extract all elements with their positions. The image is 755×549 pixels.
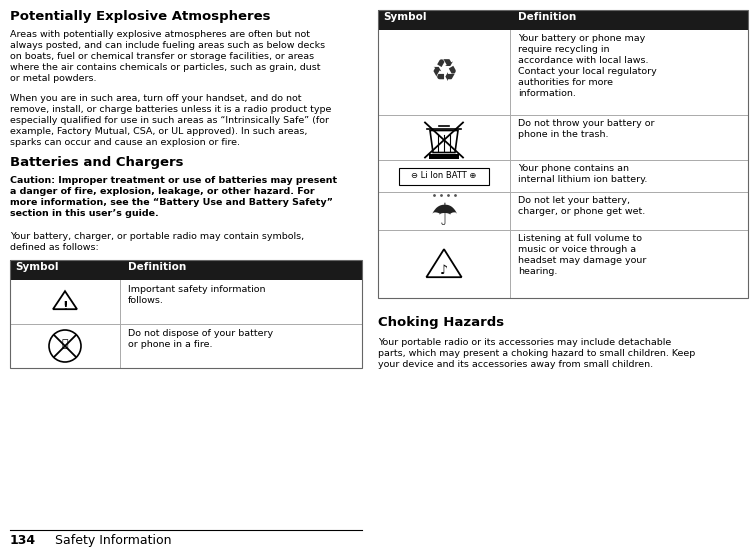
Bar bbox=[10, 260, 362, 280]
Bar bbox=[429, 154, 459, 159]
Bar bbox=[378, 10, 748, 298]
Text: 134: 134 bbox=[10, 534, 36, 547]
Text: 🔥: 🔥 bbox=[62, 339, 68, 349]
Bar bbox=[399, 167, 489, 184]
Text: Important safety information
follows.: Important safety information follows. bbox=[128, 285, 266, 305]
Text: Choking Hazards: Choking Hazards bbox=[378, 316, 504, 329]
Text: Safety Information: Safety Information bbox=[55, 534, 171, 547]
Text: Listening at full volume to
music or voice through a
headset may damage your
hea: Listening at full volume to music or voi… bbox=[518, 234, 646, 276]
Text: Areas with potentially explosive atmospheres are often but not
always posted, an: Areas with potentially explosive atmosph… bbox=[10, 30, 325, 83]
Text: Potentially Explosive Atmospheres: Potentially Explosive Atmospheres bbox=[10, 10, 270, 23]
Text: ⊖ Li Ion BATT ⊕: ⊖ Li Ion BATT ⊕ bbox=[411, 171, 476, 181]
Text: Your phone contains an
internal lithium ion battery.: Your phone contains an internal lithium … bbox=[518, 164, 647, 184]
Text: Caution: Improper treatment or use of batteries may present
a danger of fire, ex: Caution: Improper treatment or use of ba… bbox=[10, 176, 337, 219]
Text: !: ! bbox=[62, 300, 68, 312]
Text: Do not dispose of your battery
or phone in a fire.: Do not dispose of your battery or phone … bbox=[128, 329, 273, 349]
Text: Batteries and Chargers: Batteries and Chargers bbox=[10, 156, 183, 169]
Text: When you are in such area, turn off your handset, and do not
remove, install, or: When you are in such area, turn off your… bbox=[10, 94, 331, 147]
Text: Do not let your battery,
charger, or phone get wet.: Do not let your battery, charger, or pho… bbox=[518, 196, 646, 216]
Text: Do not throw your battery or
phone in the trash.: Do not throw your battery or phone in th… bbox=[518, 119, 655, 139]
Text: Symbol: Symbol bbox=[15, 262, 58, 272]
Text: Your portable radio or its accessories may include detachable
parts, which may p: Your portable radio or its accessories m… bbox=[378, 338, 695, 369]
Text: Definition: Definition bbox=[128, 262, 186, 272]
Text: ♻: ♻ bbox=[430, 58, 458, 87]
Text: Your battery or phone may
require recycling in
accordance with local laws.
Conta: Your battery or phone may require recycl… bbox=[518, 34, 657, 98]
Text: ☂: ☂ bbox=[430, 201, 458, 231]
Text: ♪: ♪ bbox=[440, 264, 448, 277]
Text: Your battery, charger, or portable radio may contain symbols,
defined as follows: Your battery, charger, or portable radio… bbox=[10, 232, 304, 252]
Text: Definition: Definition bbox=[518, 12, 576, 22]
Bar bbox=[10, 260, 362, 368]
Text: Symbol: Symbol bbox=[383, 12, 427, 22]
Bar bbox=[378, 10, 748, 30]
